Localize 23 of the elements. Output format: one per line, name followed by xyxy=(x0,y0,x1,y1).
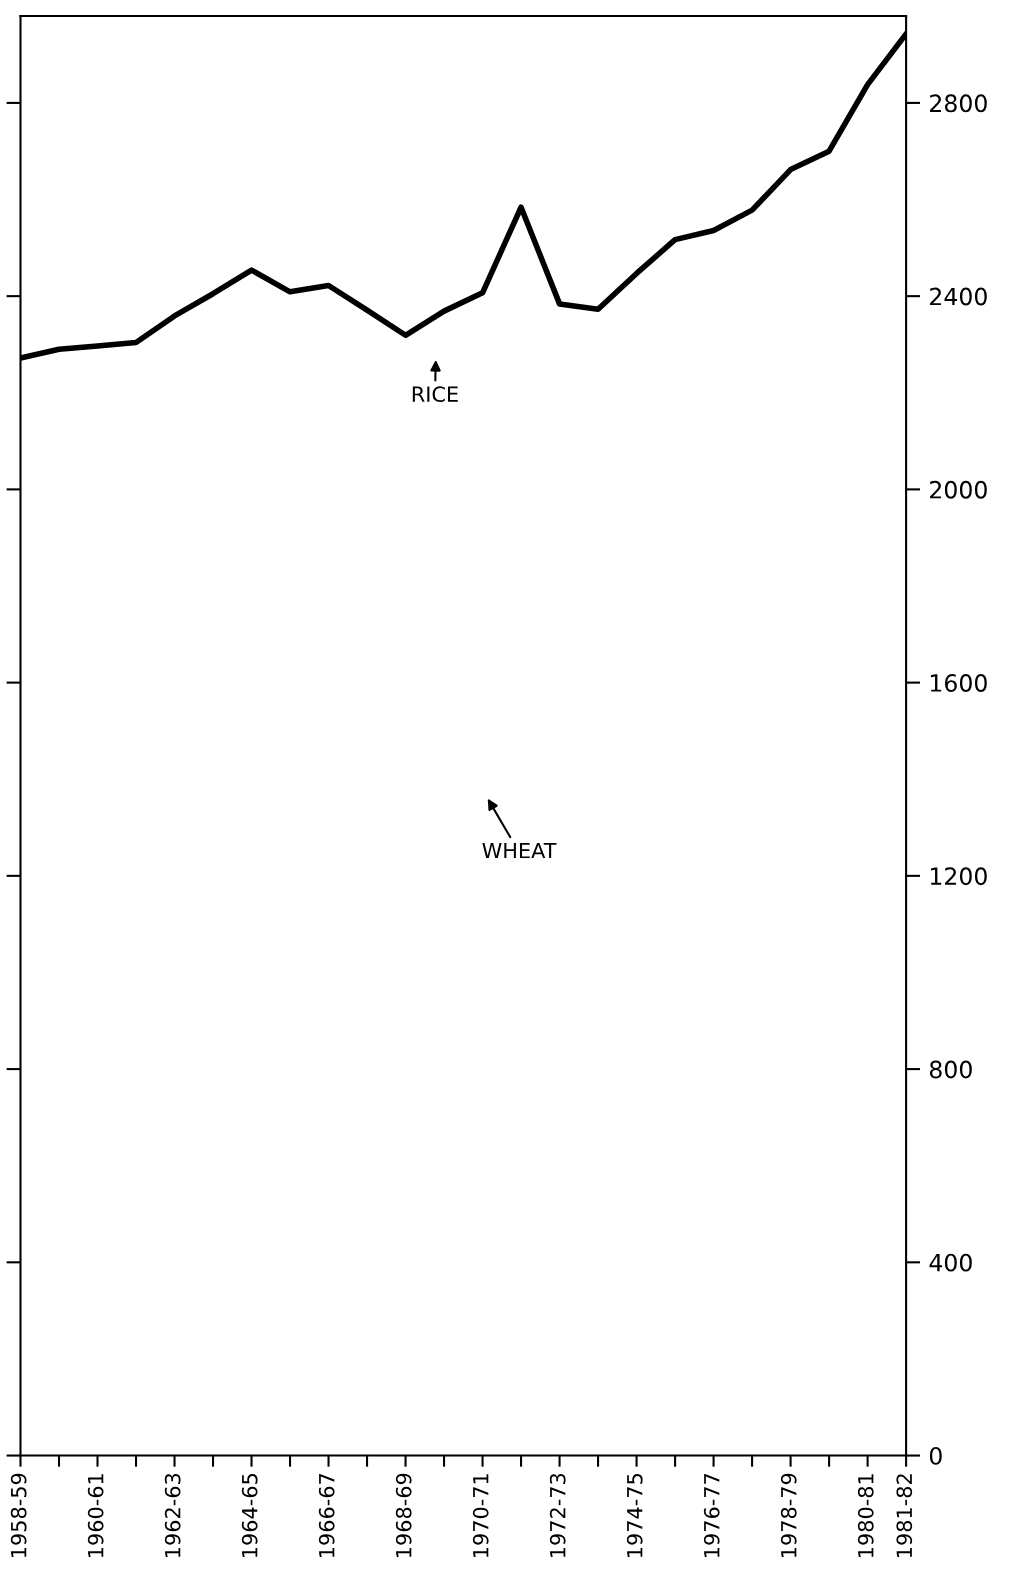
y-tick-label: 2800 xyxy=(930,94,987,113)
x-tick-label: 1964-65 xyxy=(241,1474,258,1557)
y-tick-label: 800 xyxy=(929,1060,972,1079)
x-tick-label: 1966-67 xyxy=(318,1474,335,1557)
x-tick-label: 1958-59 xyxy=(10,1473,27,1557)
x-tick-label: 1981-82 xyxy=(896,1474,913,1557)
x-tick-label: 1978-79 xyxy=(780,1473,797,1557)
y-tick-label: 0 xyxy=(929,1447,942,1465)
annotation: WHEAT xyxy=(482,842,557,859)
x-tick-label: 1962-63 xyxy=(164,1473,181,1557)
x-tick-label: 1960-61 xyxy=(87,1474,104,1557)
x-tick-label: 1972-73 xyxy=(549,1473,566,1557)
annotation: RICE xyxy=(412,386,458,403)
x-tick-label: 1980-81 xyxy=(857,1474,874,1557)
x-tick-label: 1968-69 xyxy=(395,1473,412,1557)
x-tick-label: 1970-71 xyxy=(472,1474,489,1557)
x-tick-label: 1974-75 xyxy=(626,1474,643,1557)
x-tick-label: 1976-77 xyxy=(703,1474,720,1557)
y-tick-label: 2400 xyxy=(930,287,987,306)
y-tick-label: 1600 xyxy=(930,674,987,692)
y-tick-label: 2000 xyxy=(930,480,987,499)
y-tick-label: 400 xyxy=(929,1253,972,1272)
y-tick-label: 1200 xyxy=(930,867,987,886)
